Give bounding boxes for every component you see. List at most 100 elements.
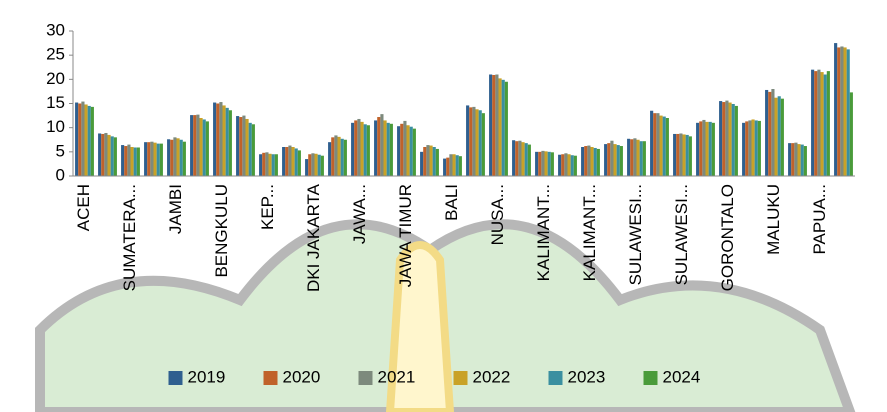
bar: [581, 147, 585, 176]
y-tick-label: 10: [46, 117, 65, 136]
watermark: [35, 219, 856, 412]
bar: [768, 91, 772, 176]
bar: [84, 104, 88, 176]
x-tick-label: SULAWESI...: [672, 184, 691, 285]
bar: [840, 46, 844, 176]
bar: [458, 156, 462, 176]
x-tick-label: SUMATERA...: [120, 184, 139, 291]
bar: [360, 121, 364, 176]
bar: [498, 78, 502, 176]
bar: [205, 121, 209, 176]
bar: [518, 140, 522, 176]
bar: [182, 141, 186, 176]
bar: [236, 116, 240, 176]
y-tick-label: 25: [46, 45, 65, 64]
bar: [527, 144, 531, 176]
bar: [432, 147, 436, 176]
bar: [478, 110, 482, 176]
bar: [423, 147, 427, 176]
legend-swatch: [168, 371, 183, 385]
bar: [262, 152, 266, 176]
bar: [650, 110, 654, 176]
bar: [170, 139, 174, 176]
bar: [127, 144, 131, 176]
bar: [104, 132, 108, 176]
bar: [124, 146, 128, 176]
bar: [340, 138, 344, 176]
bar: [699, 121, 703, 176]
bar: [90, 106, 94, 176]
bar: [121, 145, 125, 176]
bar: [834, 43, 838, 177]
legend-label: 2020: [283, 367, 321, 386]
bar: [791, 143, 795, 176]
bar: [133, 147, 137, 176]
bar: [87, 105, 91, 176]
legend-swatch: [643, 371, 658, 385]
bar: [380, 114, 384, 176]
bar: [544, 151, 548, 176]
bar: [101, 133, 105, 176]
x-tick-label: PAPUA...: [810, 184, 829, 255]
x-tick-label: KEP...: [258, 184, 277, 230]
bar: [75, 102, 79, 176]
x-tick-label: JAMBI: [166, 184, 185, 234]
bar: [843, 47, 847, 176]
bar: [642, 141, 646, 176]
bar: [780, 98, 784, 176]
bar: [613, 144, 617, 176]
bar: [535, 151, 539, 176]
bar: [412, 128, 416, 176]
legend-label: 2019: [188, 367, 226, 386]
x-tick-label: JAWA...: [350, 184, 369, 244]
bar: [826, 71, 830, 176]
bar: [619, 146, 623, 176]
bar: [719, 101, 723, 176]
bar: [400, 123, 404, 176]
bar: [705, 121, 709, 176]
bar: [521, 142, 525, 176]
bar: [179, 139, 183, 176]
bar: [561, 154, 565, 176]
bar: [685, 134, 689, 176]
bar: [823, 74, 827, 176]
bar: [452, 154, 456, 176]
bar: [311, 153, 315, 176]
bar: [213, 102, 217, 176]
bar: [314, 153, 318, 176]
bar: [636, 139, 640, 176]
bar: [504, 81, 508, 176]
bar: [708, 121, 712, 176]
bar: [466, 105, 470, 176]
bar: [443, 158, 447, 176]
bar: [593, 147, 597, 176]
bar: [136, 147, 140, 176]
bar: [305, 159, 309, 176]
bar: [167, 139, 171, 176]
bar: [265, 152, 269, 176]
bar: [558, 154, 562, 176]
bar: [547, 151, 551, 176]
bar: [711, 122, 715, 176]
legend-label: 2022: [473, 367, 511, 386]
legend-swatch: [263, 371, 278, 385]
bar: [429, 145, 433, 176]
bar: [702, 119, 706, 176]
x-tick-label: KALIMANT...: [534, 184, 553, 281]
bar: [176, 138, 180, 176]
bar: [435, 148, 439, 176]
bar: [98, 133, 102, 176]
bar: [596, 148, 600, 176]
bar: [570, 155, 574, 176]
bar: [366, 125, 370, 176]
bar: [159, 143, 163, 176]
bar: [757, 120, 761, 176]
bar: [573, 155, 577, 176]
bar: [722, 102, 726, 176]
bar: [337, 136, 341, 176]
bar: [610, 140, 614, 176]
x-tick-label: BALI: [442, 184, 461, 221]
bar: [794, 142, 798, 176]
bar: [343, 139, 347, 176]
bar: [820, 72, 824, 176]
